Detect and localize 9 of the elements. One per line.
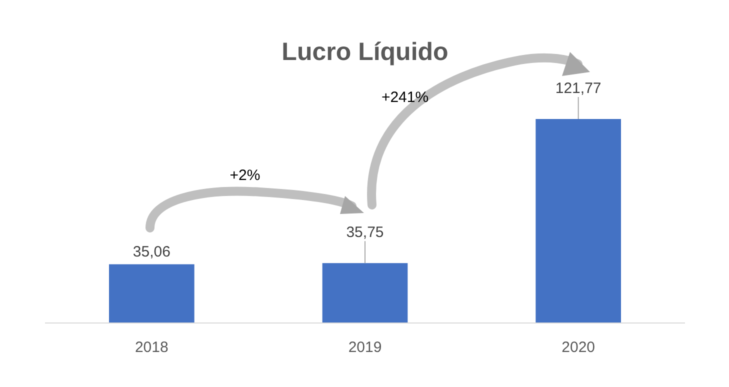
- x-tick-label: 2019: [348, 339, 382, 356]
- x-tick-label: 2020: [562, 339, 596, 356]
- text: +241%: [381, 89, 429, 106]
- data-label: 35,06: [132, 243, 170, 260]
- data-label: 35,75: [346, 224, 384, 242]
- chart-title: Lucro Líquido: [282, 38, 448, 66]
- x-tick-label: 2018: [134, 339, 168, 356]
- annotation: +2%: [230, 167, 260, 184]
- data-label: 121,77: [555, 80, 602, 97]
